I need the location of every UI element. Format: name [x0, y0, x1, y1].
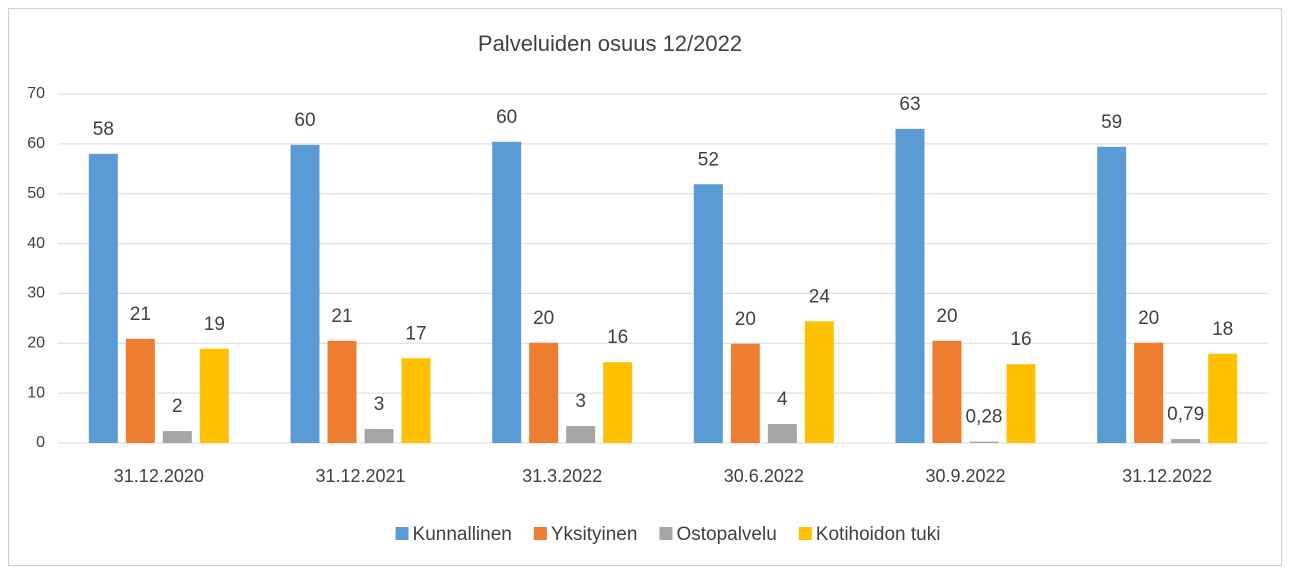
data-label: 20	[1138, 308, 1159, 329]
y-tick-label: 20	[27, 335, 45, 352]
y-tick-label: 60	[27, 135, 45, 152]
data-label: 21	[130, 304, 151, 325]
bar	[767, 424, 797, 443]
bar	[804, 321, 834, 443]
data-label: 0,28	[966, 407, 1003, 428]
bar	[603, 362, 633, 443]
data-label: 59	[1101, 112, 1122, 133]
bar	[1097, 146, 1127, 443]
y-tick-label: 50	[27, 185, 45, 202]
bar	[492, 141, 522, 443]
data-label: 63	[899, 94, 920, 115]
y-tick-label: 10	[27, 384, 45, 401]
bar	[529, 342, 559, 443]
bar	[88, 153, 118, 444]
bar	[1208, 353, 1238, 443]
bar	[364, 429, 394, 443]
bar	[969, 441, 999, 443]
data-label: 17	[405, 323, 426, 344]
data-label: 0,79	[1167, 404, 1204, 425]
bar	[932, 340, 962, 443]
legend-label: Ostopalvelu	[676, 524, 776, 545]
data-label: 52	[698, 149, 719, 170]
bar	[199, 348, 229, 443]
y-tick-label: 70	[27, 85, 45, 102]
data-label: 20	[936, 306, 957, 327]
bar	[1006, 364, 1036, 443]
bar	[566, 426, 596, 443]
data-label: 18	[1212, 319, 1233, 340]
y-tick-label: 0	[36, 434, 45, 451]
x-tick-label: 30.6.2022	[724, 466, 804, 486]
bar	[1171, 439, 1201, 443]
data-label: 2	[172, 396, 183, 417]
legend-label: Yksityinen	[551, 524, 638, 545]
data-label: 21	[331, 306, 352, 327]
data-label: 60	[294, 110, 315, 131]
bar	[327, 340, 357, 443]
legend-label: Kotihoidon tuki	[816, 524, 941, 545]
legend-swatch	[533, 527, 547, 540]
bar	[730, 343, 760, 443]
x-tick-label: 31.12.2020	[114, 466, 204, 486]
bar	[1134, 342, 1164, 443]
data-label: 3	[374, 394, 385, 415]
data-label: 4	[777, 389, 788, 410]
bar	[401, 358, 431, 443]
y-tick-label: 30	[27, 285, 45, 302]
data-label: 20	[533, 308, 554, 329]
bar	[162, 431, 192, 443]
data-label: 16	[1010, 329, 1031, 350]
data-label: 3	[575, 391, 586, 412]
legend-swatch	[395, 527, 409, 540]
data-label: 58	[93, 119, 114, 140]
bar	[693, 184, 723, 443]
x-tick-label: 31.3.2022	[522, 466, 602, 486]
data-label: 19	[204, 314, 225, 335]
x-tick-label: 31.12.2021	[315, 466, 405, 486]
y-tick-label: 40	[27, 235, 45, 252]
x-tick-label: 31.12.2022	[1122, 466, 1212, 486]
bar	[895, 128, 925, 443]
legend-swatch	[798, 527, 812, 540]
x-tick-label: 30.9.2022	[925, 466, 1005, 486]
data-label: 20	[735, 309, 756, 330]
data-label: 16	[607, 327, 628, 348]
chart-title: Palveluiden osuus 12/2022	[478, 31, 742, 56]
data-label: 60	[496, 107, 517, 128]
data-label: 24	[809, 286, 831, 307]
bar	[125, 338, 155, 443]
legend-swatch	[659, 527, 673, 540]
legend-label: Kunnallinen	[413, 524, 512, 545]
bar	[290, 144, 320, 443]
chart-border	[8, 8, 1282, 566]
